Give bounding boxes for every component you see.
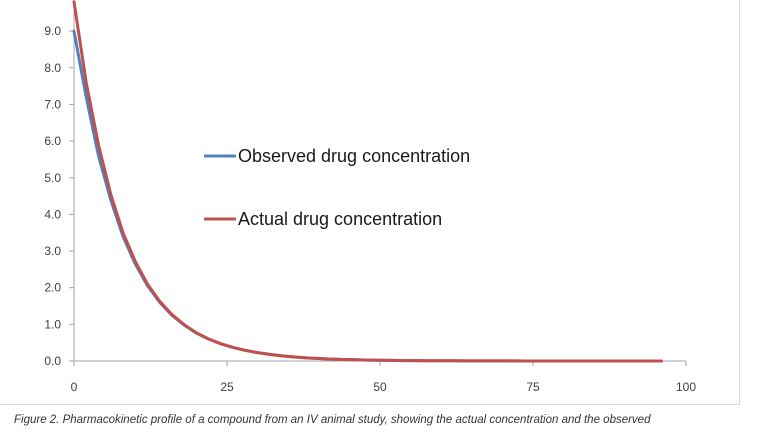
- actual-concentration-line: [72, 0, 663, 363]
- legend-label-actual: Actual drug concentration: [238, 209, 442, 229]
- series-layer: [72, 0, 663, 363]
- observed-concentration-line: [72, 29, 663, 363]
- x-tick-label: 50: [373, 380, 387, 394]
- y-tick-label: 9.0: [44, 24, 61, 38]
- y-axis-ticks: 0.0 1.0 2.0 3.0 4.0 5.0 6.0 7.0 8.0 9.0: [44, 24, 74, 368]
- chart: 0.0 1.0 2.0 3.0 4.0 5.0 6.0 7.0 8.0 9.0 0 25 50 75 10…: [44, 0, 696, 394]
- y-tick-label: 3.0: [44, 244, 61, 258]
- x-axis-ticks: 0 25 50 75 100: [71, 361, 696, 394]
- chart-frame: [0, 0, 740, 405]
- figure-caption: Figure 2. Pharmacokinetic profile of a c…: [14, 414, 651, 426]
- x-tick-label: 25: [220, 380, 234, 394]
- y-tick-label: 4.0: [44, 207, 61, 221]
- y-tick-label: 8.0: [44, 61, 61, 75]
- x-tick-label: 75: [526, 380, 540, 394]
- y-tick-label: 5.0: [44, 171, 61, 185]
- x-tick-label: 0: [71, 380, 78, 394]
- legend: Observed drug concentration Actual drug …: [204, 146, 470, 229]
- legend-label-observed: Observed drug concentration: [238, 146, 470, 166]
- x-tick-label: 100: [676, 380, 696, 394]
- y-tick-label: 0.0: [44, 354, 61, 368]
- y-tick-label: 6.0: [44, 134, 61, 148]
- y-tick-label: 7.0: [44, 97, 61, 111]
- y-tick-label: 1.0: [44, 317, 61, 331]
- y-tick-label: 2.0: [44, 281, 61, 295]
